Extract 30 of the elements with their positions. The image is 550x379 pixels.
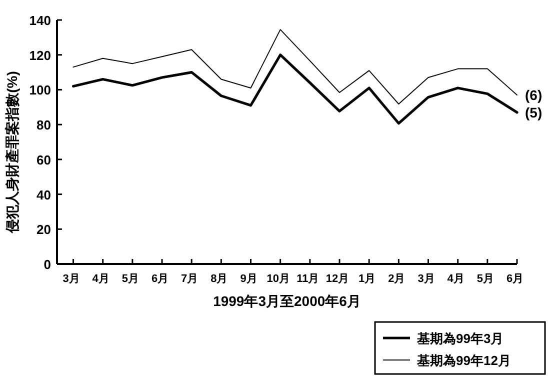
legend-label: 基期為99年12月 bbox=[416, 353, 511, 368]
x-tick-label: 9月 bbox=[240, 273, 258, 285]
x-tick-label: 6月 bbox=[151, 273, 169, 285]
x-tick-label: 5月 bbox=[122, 273, 139, 285]
y-tick-label: 120 bbox=[29, 48, 51, 63]
y-tick-label: 40 bbox=[36, 187, 51, 202]
x-tick-label: 3月 bbox=[418, 273, 435, 285]
x-tick-label: 12月 bbox=[326, 273, 350, 285]
x-tick-label: 10月 bbox=[266, 273, 290, 285]
legend-label: 基期為99年3月 bbox=[416, 331, 504, 346]
x-axis-title: 1999年3月至2000年6月 bbox=[213, 293, 361, 309]
text: (5) bbox=[525, 104, 542, 120]
x-tick-label: 7月 bbox=[181, 273, 198, 285]
y-axis-title: 侵犯人身財產罪案指數(%) bbox=[4, 71, 20, 234]
y-tick-label: 140 bbox=[29, 13, 51, 28]
x-tick-label: 2月 bbox=[388, 273, 406, 285]
x-tick-label: 4月 bbox=[92, 273, 110, 285]
x-tick-label: 8月 bbox=[210, 273, 228, 285]
x-tick-label: 4月 bbox=[447, 273, 464, 285]
x-tick-label: 11月 bbox=[296, 273, 320, 285]
x-tick-label: 6月 bbox=[506, 273, 524, 285]
x-tick-label: 3月 bbox=[62, 273, 80, 285]
x-tick-label: 1月 bbox=[358, 273, 376, 285]
text: (6) bbox=[525, 86, 542, 103]
y-tick-label: 80 bbox=[36, 118, 51, 133]
x-tick-label: 5月 bbox=[476, 273, 494, 285]
y-tick-label: 20 bbox=[36, 222, 51, 238]
y-tick-label: 0 bbox=[44, 257, 51, 272]
y-tick-label: 100 bbox=[29, 82, 51, 98]
y-tick-label: 60 bbox=[36, 152, 51, 168]
